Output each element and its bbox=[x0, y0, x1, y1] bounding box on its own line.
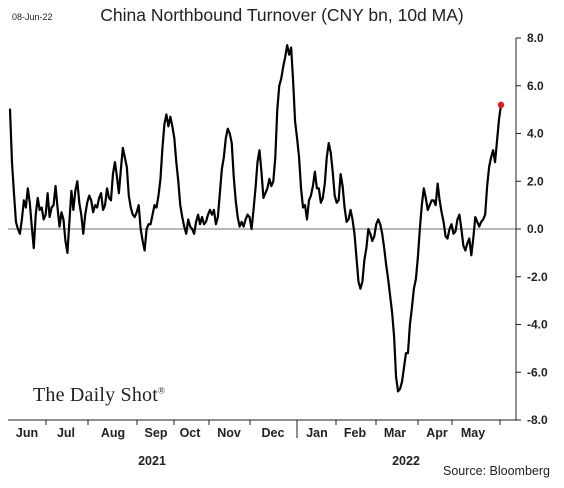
x-tick-label: Jun bbox=[16, 426, 38, 440]
series-group bbox=[8, 44, 505, 393]
x-tick-label: Sep bbox=[145, 426, 168, 440]
x-tick-label: Oct bbox=[180, 426, 202, 440]
y-tick-label: 2.0 bbox=[527, 174, 544, 188]
y-tick-label: -8.0 bbox=[527, 413, 548, 427]
y-tick-label: -6.0 bbox=[527, 365, 548, 379]
watermark-mark: ® bbox=[158, 385, 166, 396]
y-tick-label: 0.0 bbox=[527, 222, 544, 236]
x-tick-label: May bbox=[461, 426, 485, 440]
y-tick-label: 6.0 bbox=[527, 79, 544, 93]
year-label: 2022 bbox=[392, 454, 420, 468]
y-tick-label: -4.0 bbox=[527, 318, 548, 332]
chart-axes: 8.0 6.0 4.0 2.0 0.0 -2.0 -4.0 -6.0 -8.0 Jun Jul Aug… bbox=[8, 31, 548, 468]
y-tick-label: -2.0 bbox=[527, 270, 548, 284]
y-tick-label: 4.0 bbox=[527, 127, 544, 141]
chart-title: China Northbound Turnover (CNY bn, 10d M… bbox=[100, 5, 464, 25]
daily-shot-watermark: The Daily Shot® bbox=[33, 384, 165, 407]
year-label: 2021 bbox=[138, 454, 166, 468]
source-label: Source: Bloomberg bbox=[442, 464, 550, 478]
date-stamp: 08-Jun-22 bbox=[12, 12, 53, 22]
x-tick-label: Apr bbox=[426, 426, 448, 440]
x-tick-label: Mar bbox=[384, 426, 406, 440]
x-tick-label: Dec bbox=[262, 426, 285, 440]
last-value-marker bbox=[497, 101, 505, 109]
y-tick-label: 8.0 bbox=[527, 31, 544, 45]
x-tick-label: Jan bbox=[306, 426, 328, 440]
x-tick-label: Feb bbox=[344, 426, 367, 440]
series-line bbox=[8, 44, 503, 393]
x-tick-label: Aug bbox=[101, 426, 125, 440]
x-tick-label: Nov bbox=[217, 426, 241, 440]
watermark-text: The Daily Shot bbox=[33, 384, 159, 406]
x-tick-label: Jul bbox=[57, 426, 75, 440]
